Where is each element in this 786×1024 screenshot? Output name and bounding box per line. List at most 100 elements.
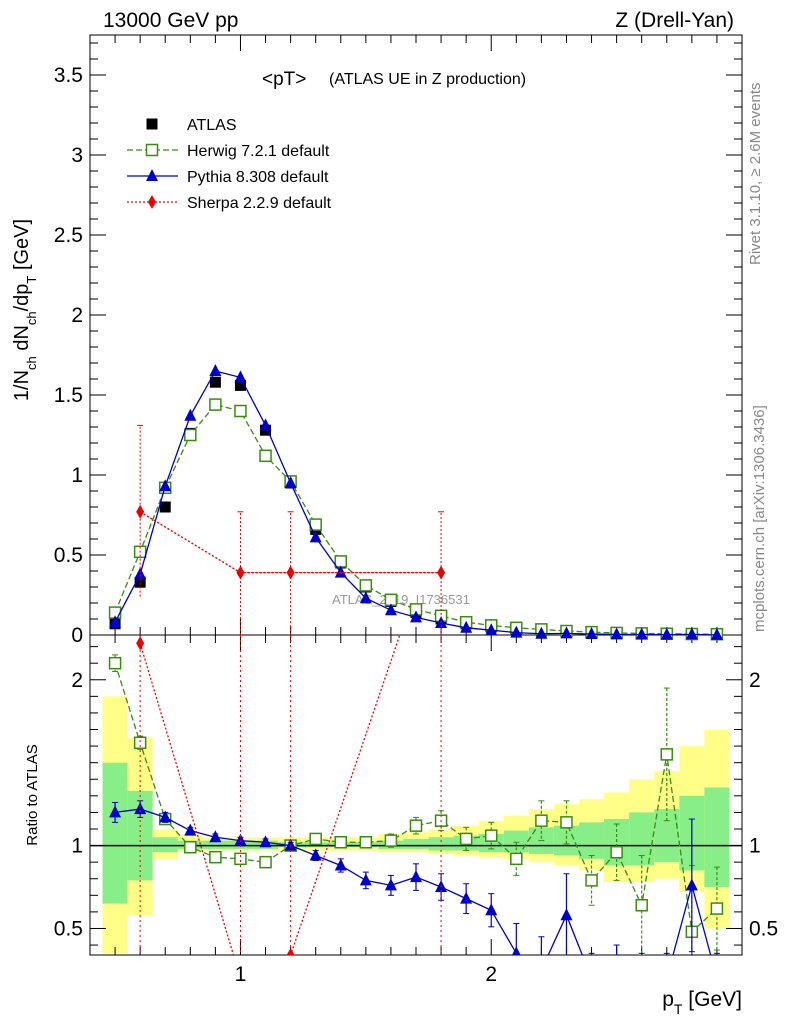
ratio-point — [108, 656, 122, 670]
upper-ytick-label: 3 — [71, 144, 83, 167]
ratio-point — [136, 636, 145, 651]
x-axis-label: pT [GeV] — [662, 988, 742, 1017]
data-point — [384, 603, 397, 616]
ratio-point — [234, 833, 247, 846]
upper-ytick-label: 3.5 — [54, 64, 83, 87]
upper-title: <pT> — [262, 69, 306, 90]
data-point — [286, 565, 295, 580]
ratio-point — [710, 902, 724, 915]
data-point — [460, 620, 473, 633]
data-point — [209, 376, 221, 388]
mcplots-label: mcplots.cern.ch [arXiv:1306.3436] — [751, 405, 768, 632]
ratio-point — [384, 878, 397, 891]
data-point — [359, 579, 373, 592]
ratio-point — [334, 836, 348, 849]
data-point — [510, 625, 523, 638]
band-inner-bin — [403, 838, 429, 849]
data-point — [184, 428, 197, 442]
ratio-point — [359, 873, 372, 886]
band-inner-bin — [102, 762, 128, 904]
ratio-point — [259, 855, 272, 869]
data-point — [234, 379, 246, 391]
header-right: Z (Drell-Yan) — [615, 9, 734, 32]
ratio-point — [635, 899, 648, 912]
ratio-point — [511, 946, 521, 955]
data-point — [685, 627, 698, 640]
watermark: ATLAS_2019_I1736531 — [332, 592, 470, 607]
lower-ytick-label: 1 — [71, 835, 83, 858]
ratio-point — [284, 838, 297, 851]
ratio-point — [585, 874, 598, 887]
data-point — [159, 501, 171, 513]
legend-marker — [145, 143, 159, 157]
data-point — [660, 627, 673, 640]
upper-ytick-label: 2.5 — [54, 224, 83, 247]
data-point — [535, 626, 548, 639]
rivet-label: Rivet 3.1.10, ≥ 2.6M events — [747, 83, 764, 266]
ratio-point — [660, 748, 674, 761]
data-point — [410, 610, 422, 623]
data-point — [585, 627, 598, 640]
data-point — [134, 567, 147, 580]
ratio-series-group — [108, 635, 724, 955]
ratio-point — [409, 819, 423, 832]
ratio-point — [384, 834, 398, 847]
ratio-point — [309, 832, 322, 846]
ratio-point — [286, 948, 295, 955]
ratio-point — [685, 878, 698, 891]
ratio-point — [184, 823, 197, 836]
lower-ytick-label-right: 0.5 — [749, 917, 778, 940]
data-point — [259, 449, 272, 463]
data-point — [209, 398, 222, 411]
lower-ytick-label-right: 2 — [749, 669, 761, 692]
data-point — [134, 576, 146, 588]
lower-frame-group: 0.5 0.5 1 1 2 2 1 2 — [54, 634, 778, 986]
data-point — [560, 626, 573, 639]
ratio-point — [535, 814, 548, 827]
legend: ATLAS Herwig 7.2.1 default Pythia 8.308 de… — [127, 117, 332, 212]
ratio-point — [234, 852, 247, 866]
upper-series-layer — [108, 364, 724, 641]
band-inner-bin — [152, 837, 178, 853]
lower-xtick-label: 2 — [485, 963, 497, 986]
lower-y-axis-label: Ratio to ATLAS — [24, 744, 41, 845]
legend-marker — [146, 169, 158, 181]
data-point — [334, 565, 347, 578]
ratio-point — [459, 832, 473, 846]
data-point — [284, 476, 297, 488]
legend-marker — [148, 195, 156, 209]
ratio-point — [460, 891, 473, 904]
ratio-point — [134, 802, 147, 815]
lower-series-layer — [108, 635, 724, 955]
ratio-point — [309, 848, 322, 861]
legend-label: Herwig 7.2.1 default — [187, 143, 330, 160]
lower-ytick-label-right: 1 — [749, 835, 761, 858]
lower-ytick-label: 0.5 — [54, 917, 83, 940]
ratio-point — [259, 835, 272, 848]
band-inner-bin — [503, 830, 529, 853]
band-inner-bin — [202, 840, 228, 849]
data-point — [184, 408, 197, 421]
upper-ytick-label: 0 — [71, 624, 83, 647]
data-point — [485, 623, 498, 636]
lower-xtick-label: 1 — [235, 963, 247, 986]
ratio-point — [109, 805, 122, 818]
data-point — [309, 530, 322, 543]
ratio-point — [133, 736, 147, 750]
data-point — [259, 418, 272, 431]
ratio-point — [410, 870, 422, 883]
lower-ytick-label: 2 — [71, 669, 83, 692]
upper-ytick-label: 1 — [71, 464, 83, 487]
band-inner-bin — [553, 825, 579, 856]
data-point — [359, 591, 372, 604]
ratio-point — [484, 829, 498, 842]
ratio-point — [359, 836, 373, 849]
data-point — [234, 370, 247, 383]
ratio-point — [560, 908, 573, 921]
legend-label: Sherpa 2.2.9 default — [187, 195, 332, 212]
ratio-point — [159, 810, 172, 823]
band-inner-bin — [428, 837, 454, 851]
series-line — [139, 511, 241, 574]
upper-ytick-label: 2 — [71, 304, 83, 327]
